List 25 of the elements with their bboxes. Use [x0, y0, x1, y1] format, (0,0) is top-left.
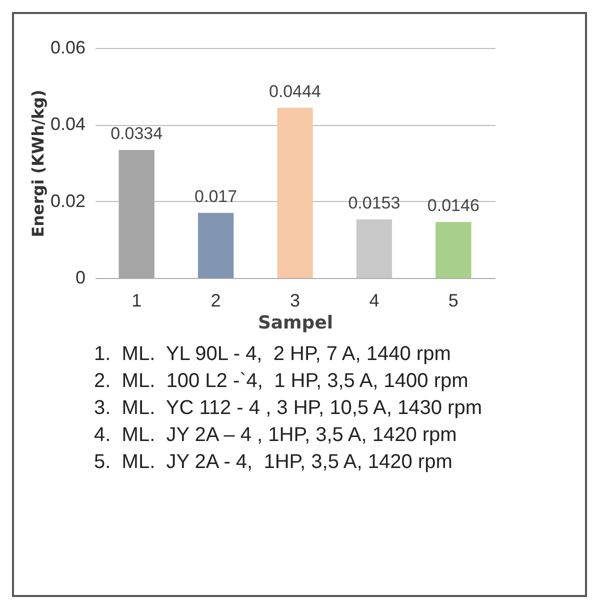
x-tick-label: 3 [290, 290, 300, 310]
bar [436, 222, 472, 278]
x-tick-label: 4 [369, 290, 380, 310]
y-tick-label: 0.06 [50, 38, 86, 58]
data-label: 0.0444 [269, 82, 321, 101]
bar [277, 108, 313, 278]
y-axis-title: Energi (KWh/kg) [28, 90, 48, 238]
data-label: 0.0146 [427, 196, 480, 216]
data-label: 0.0334 [110, 124, 163, 143]
y-tick-label: 0.02 [50, 190, 86, 211]
x-tick-label: 2 [210, 290, 221, 310]
bar [198, 212, 234, 278]
bar [356, 219, 392, 278]
data-label: 0.0153 [348, 193, 400, 212]
text: 2. ML. 100 L2 -`4, 1 HP, 3,5 A, 1400 rpm [94, 369, 470, 394]
text: 3. ML. YC 112 - 4 , 3 HP, 10,5 A, 1430 rpm [94, 396, 483, 421]
text: 4. ML. JY 2A – 4 , 1HP, 3,5 A, 1420 rpm [94, 423, 458, 448]
x-tick-label: 1 [132, 290, 142, 310]
text: 1. ML. YL 90L - 4, 2 HP, 7 A, 1440 rpm [94, 342, 452, 367]
data-label: 0.017 [194, 186, 238, 206]
x-axis-title: Sampel [258, 312, 334, 334]
text: 5. ML. JY 2A - 4, 1HP, 3,5 A, 1420 rpm [94, 450, 454, 475]
x-tick-label: 5 [448, 290, 458, 310]
y-tick-label: 0.04 [50, 114, 86, 134]
y-tick-label: 0 [75, 268, 86, 288]
